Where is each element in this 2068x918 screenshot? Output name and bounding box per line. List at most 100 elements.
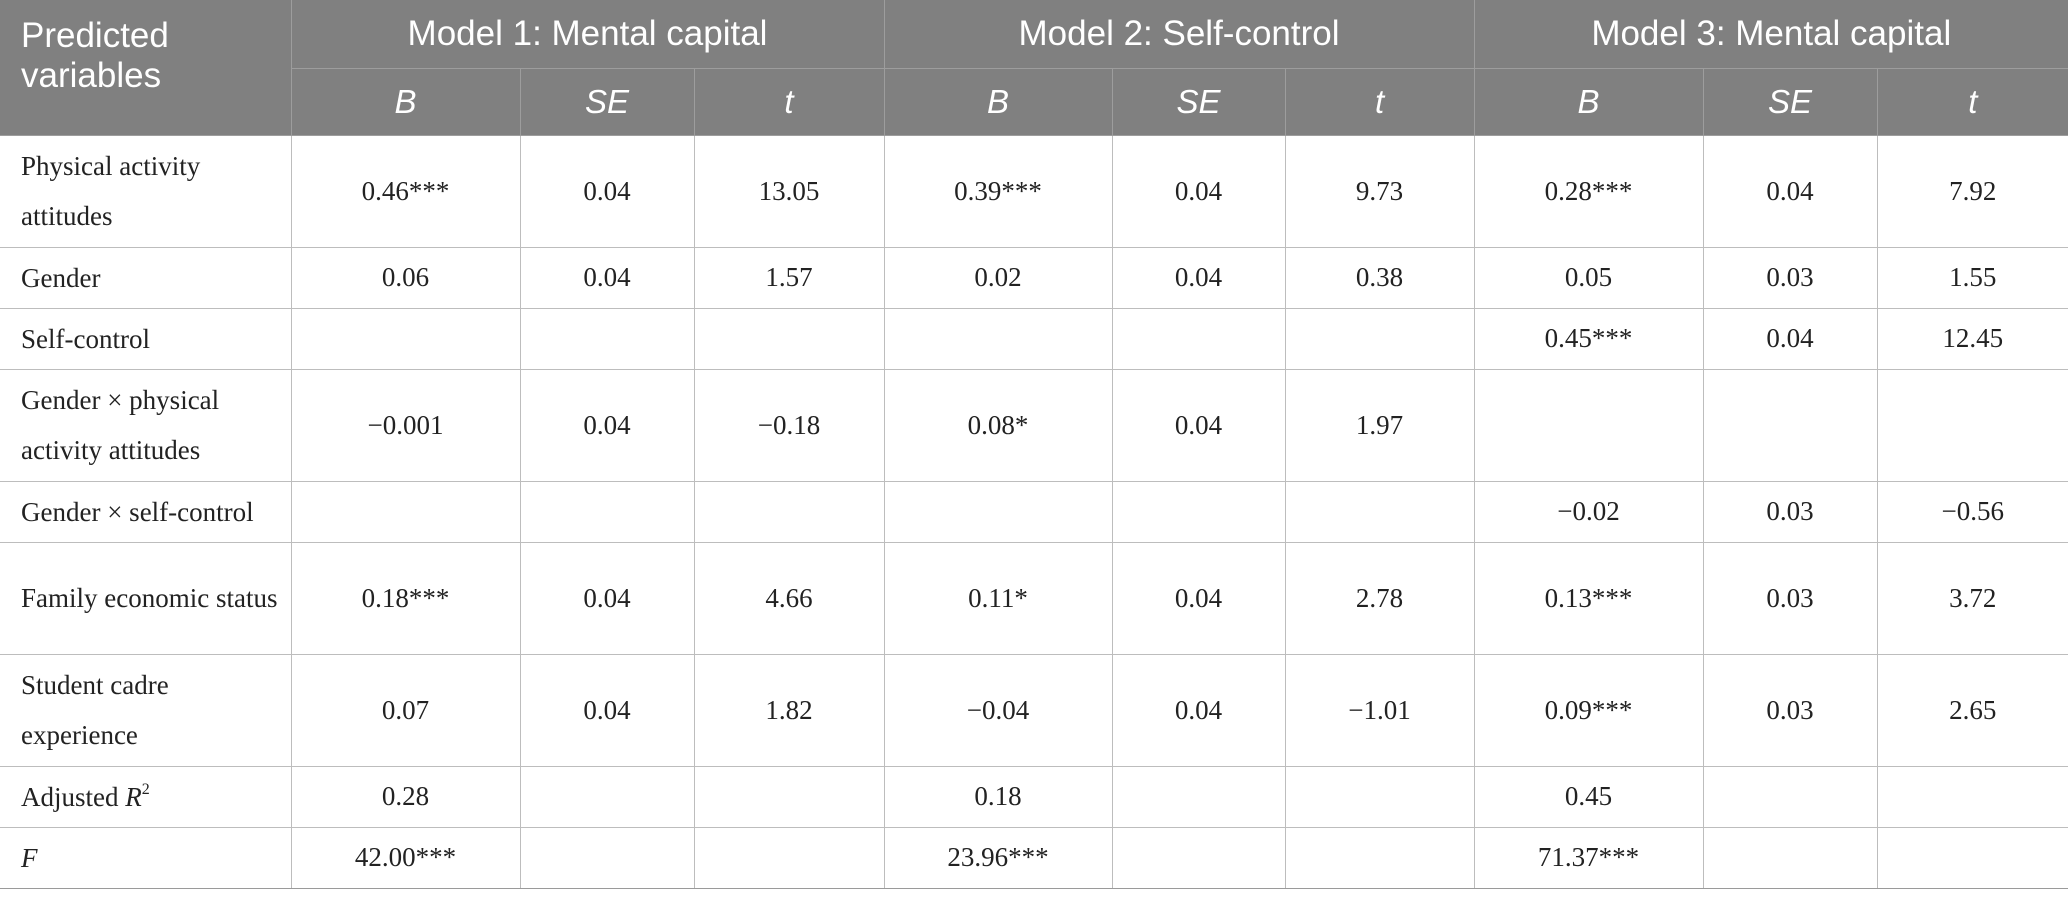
cell: −0.56 [1877, 481, 2068, 543]
cell: 0.03 [1703, 481, 1878, 543]
table-row: F 42.00*** 23.96*** 71.37*** [0, 827, 2068, 889]
cell: 42.00*** [291, 827, 521, 889]
cell: 0.28 [291, 766, 521, 828]
table-row: Student cadre experience 0.07 0.04 1.82 … [0, 654, 2068, 767]
cell: 0.04 [1112, 369, 1286, 482]
cell [520, 481, 695, 543]
subheader-se: SE [520, 68, 695, 136]
cell [1285, 308, 1475, 370]
regression-results-table: Predicted variables Model 1: Mental capi… [0, 0, 2068, 889]
row-label: Physical activity attitudes [0, 135, 292, 248]
row-label: Gender × physical activity attitudes [0, 369, 292, 482]
cell [884, 308, 1113, 370]
cell: 0.04 [1112, 542, 1286, 655]
cell: 0.05 [1474, 247, 1704, 309]
cell [1112, 766, 1286, 828]
row-label-f: F [0, 827, 292, 889]
cell: −0.18 [694, 369, 885, 482]
cell: 7.92 [1877, 135, 2068, 248]
cell [1285, 766, 1475, 828]
model-2-header: Model 2: Self-control [884, 0, 1475, 69]
table-row: Self-control 0.45*** 0.04 12.45 [0, 308, 2068, 370]
cell [1877, 827, 2068, 889]
table-body: Physical activity attitudes 0.46*** 0.04… [0, 135, 2068, 889]
cell [884, 481, 1113, 543]
row-label-adjusted-r2: Adjusted R2 [0, 766, 292, 828]
cell: 0.11* [884, 542, 1113, 655]
cell: 0.08* [884, 369, 1113, 482]
cell: 3.72 [1877, 542, 2068, 655]
cell: 0.03 [1703, 247, 1878, 309]
cell: 0.09*** [1474, 654, 1704, 767]
subheader-t: t [1877, 68, 2068, 136]
model-1-header: Model 1: Mental capital [291, 0, 885, 69]
cell: 0.04 [520, 542, 695, 655]
label-prefix: Adjusted [21, 781, 126, 812]
cell [1474, 369, 1704, 482]
cell: 12.45 [1877, 308, 2068, 370]
cell: 0.18*** [291, 542, 521, 655]
subheader-b: B [291, 68, 521, 136]
table-row: Gender × physical activity attitudes −0.… [0, 369, 2068, 482]
table-row: Physical activity attitudes 0.46*** 0.04… [0, 135, 2068, 248]
label-variable: R [125, 781, 142, 812]
cell: 0.04 [1112, 654, 1286, 767]
cell: 1.82 [694, 654, 885, 767]
cell: 0.45*** [1474, 308, 1704, 370]
label-superscript: 2 [141, 780, 150, 798]
table-row: Adjusted R2 0.28 0.18 0.45 [0, 766, 2068, 828]
cell: 0.04 [520, 135, 695, 248]
cell: 2.65 [1877, 654, 2068, 767]
cell [520, 766, 695, 828]
cell [1703, 369, 1878, 482]
table-row: Gender × self-control −0.02 0.03 −0.56 [0, 481, 2068, 543]
cell: 0.04 [1703, 135, 1878, 248]
cell: 0.38 [1285, 247, 1475, 309]
cell [520, 827, 695, 889]
row-label: Gender [0, 247, 292, 309]
cell [1112, 481, 1286, 543]
model-3-header: Model 3: Mental capital [1474, 0, 2068, 69]
cell [1285, 827, 1475, 889]
cell: 1.55 [1877, 247, 2068, 309]
cell [520, 308, 695, 370]
cell: −1.01 [1285, 654, 1475, 767]
cell: 0.06 [291, 247, 521, 309]
cell: −0.02 [1474, 481, 1704, 543]
cell: 0.07 [291, 654, 521, 767]
cell: 0.45 [1474, 766, 1704, 828]
subheader-b: B [884, 68, 1113, 136]
cell: 2.78 [1285, 542, 1475, 655]
cell: 0.39*** [884, 135, 1113, 248]
cell: 71.37*** [1474, 827, 1704, 889]
cell: 0.04 [1112, 247, 1286, 309]
cell [694, 827, 885, 889]
cell: 0.04 [520, 369, 695, 482]
cell [291, 308, 521, 370]
cell: 0.03 [1703, 542, 1878, 655]
row-label: Family economic status [0, 542, 292, 655]
cell [1877, 369, 2068, 482]
cell: 0.04 [1703, 308, 1878, 370]
cell [694, 308, 885, 370]
cell [291, 481, 521, 543]
cell: 0.18 [884, 766, 1113, 828]
cell: 0.02 [884, 247, 1113, 309]
cell: 0.04 [520, 247, 695, 309]
cell: −0.04 [884, 654, 1113, 767]
cell [694, 481, 885, 543]
cell [694, 766, 885, 828]
subheader-b: B [1474, 68, 1704, 136]
table-row: Family economic status 0.18*** 0.04 4.66… [0, 542, 2068, 655]
cell [1877, 766, 2068, 828]
table-header: Predicted variables Model 1: Mental capi… [0, 0, 2068, 136]
cell: 1.97 [1285, 369, 1475, 482]
cell: 0.04 [520, 654, 695, 767]
header-row-stats: B SE t B SE t B SE t [0, 68, 2068, 136]
subheader-se: SE [1703, 68, 1878, 136]
row-label: Student cadre experience [0, 654, 292, 767]
cell [1112, 308, 1286, 370]
cell: 0.13*** [1474, 542, 1704, 655]
cell [1703, 766, 1878, 828]
subheader-t: t [694, 68, 885, 136]
